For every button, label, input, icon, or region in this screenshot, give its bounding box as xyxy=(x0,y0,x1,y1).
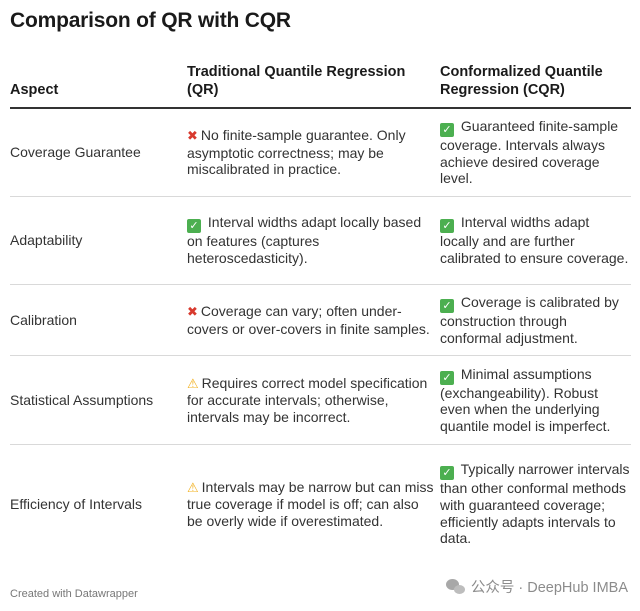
qr-text: Coverage can vary; often under-covers or… xyxy=(187,302,430,337)
aspect-cell: Efficiency of Intervals xyxy=(10,495,143,512)
cqr-cell: ✓ Typically narrower intervals than othe… xyxy=(440,445,631,564)
cqr-text: Coverage is calibrated by construction t… xyxy=(440,293,619,346)
header-qr: Traditional Quantile Regression (QR) xyxy=(187,63,440,109)
qr-cell: ✓ Interval widths adapt locally based on… xyxy=(187,196,440,285)
cqr-cell: ✓ Interval widths adapt locally and are … xyxy=(440,196,631,285)
cqr-cell: ✓ Guaranteed finite-sample coverage. Int… xyxy=(440,108,631,197)
table-row: Calibration ✖ Coverage can vary; often un… xyxy=(10,284,631,356)
cqr-cell: ✓ Coverage is calibrated by construction… xyxy=(440,284,631,356)
header-cqr: Conformalized Quantile Regression (CQR) xyxy=(440,63,631,109)
check-mark-icon: ✓ xyxy=(440,370,454,385)
cqr-text: Guaranteed finite-sample coverage. Inter… xyxy=(440,118,619,187)
qr-cell: ⚠ Requires correct model specification fo… xyxy=(187,355,440,445)
table-row: Efficiency of Intervals ⚠ Intervals may b… xyxy=(10,445,631,564)
check-mark-icon: ✓ xyxy=(187,219,201,234)
page-title: Comparison of QR with CQR xyxy=(10,9,291,32)
datawrapper-credit: Created with Datawrapper xyxy=(10,588,138,600)
watermark-text: 公众号 · DeepHub IMBA xyxy=(470,580,628,596)
table-row: Coverage Guarantee ✖ No finite-sample gua… xyxy=(10,108,631,197)
check-mark-icon: ✓ xyxy=(440,466,454,481)
qr-text: No finite-sample guarantee. Only asympto… xyxy=(187,127,406,178)
cqr-cell: ✓ Minimal assumptions (exchangeability).… xyxy=(440,355,631,445)
qr-text: Requires correct model specification for… xyxy=(187,374,428,425)
qr-cell: ⚠ Intervals may be narrow but can miss tr… xyxy=(187,445,440,564)
qr-cell: ✖ No finite-sample guarantee. Only asympt… xyxy=(187,108,440,197)
aspect-cell: Coverage Guarantee xyxy=(10,108,187,197)
aspect-cell: Adaptability xyxy=(10,196,187,285)
cqr-text: Typically narrower intervals than other … xyxy=(440,461,630,547)
table-header-row: Aspect Traditional Quantile Regression (… xyxy=(10,63,631,109)
check-mark-icon: ✓ xyxy=(440,123,454,138)
warning-icon: ⚠ xyxy=(187,479,199,495)
comparison-table: Aspect Traditional Quantile Regression (… xyxy=(10,63,631,563)
qr-cell: ✖ Coverage can vary; often under-covers o… xyxy=(187,284,440,356)
check-mark-icon: ✓ xyxy=(440,219,454,234)
watermark: 公众号 · DeepHub IMBA xyxy=(445,576,628,597)
cqr-text: Minimal assumptions (exchangeability). R… xyxy=(440,365,611,434)
header-aspect: Aspect xyxy=(10,63,187,109)
aspect-cell: Calibration xyxy=(10,284,187,356)
cqr-text: Interval widths adapt locally and are fu… xyxy=(440,214,629,266)
table-row: Adaptability ✓ Interval widths adapt loc… xyxy=(10,196,631,285)
cross-mark-icon: ✖ xyxy=(187,128,198,144)
qr-text: Interval widths adapt locally based on f… xyxy=(187,214,422,266)
table-row: Statistical Assumptions ⚠ Requires correc… xyxy=(10,355,631,445)
qr-text: Intervals may be narrow but can miss tru… xyxy=(187,478,434,529)
aspect-cell: Statistical Assumptions xyxy=(10,355,187,445)
wechat-icon xyxy=(445,578,466,595)
cross-mark-icon: ✖ xyxy=(187,303,198,319)
warning-icon: ⚠ xyxy=(187,375,199,391)
check-mark-icon: ✓ xyxy=(440,298,454,313)
